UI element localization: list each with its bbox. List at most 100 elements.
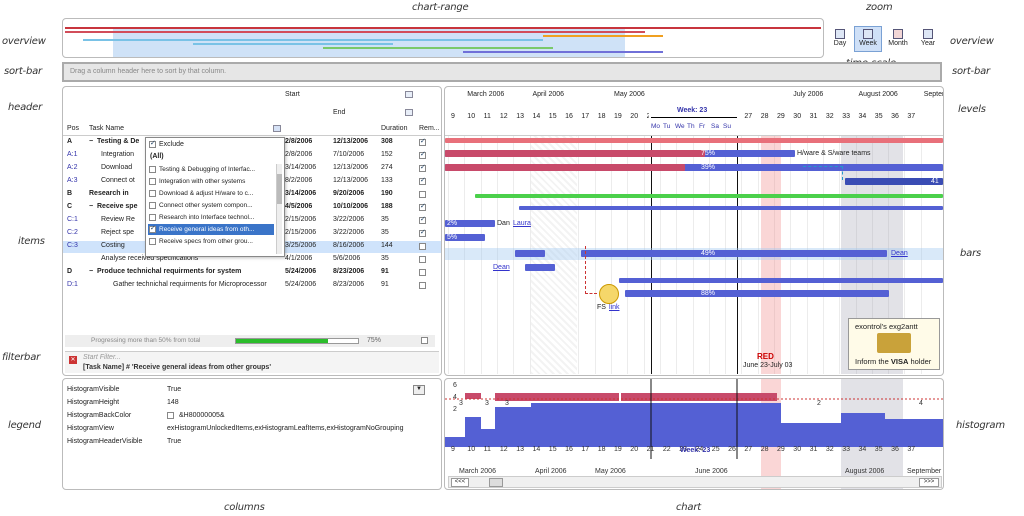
- filter-popup[interactable]: Exclude (All) Testing & Debugging of Int…: [145, 137, 285, 257]
- task-bar[interactable]: [445, 220, 495, 227]
- header-start-dropdown[interactable]: [405, 91, 413, 98]
- progress-bar[interactable]: [445, 164, 685, 171]
- table-row[interactable]: B Research in 3/14/2006 9/20/2006 190: [63, 189, 441, 201]
- header-task-name[interactable]: Task Name: [89, 125, 125, 132]
- table-row[interactable]: A:1 Integration 2/8/2006 7/10/2006 152: [63, 150, 441, 162]
- task-bar[interactable]: [445, 234, 485, 241]
- filter-list-item[interactable]: Testing & Debugging of Interfac...: [148, 164, 274, 175]
- row-rem-checkbox[interactable]: [419, 269, 426, 276]
- legend-row[interactable]: HistogramBackColor &H80000005&: [67, 411, 407, 423]
- table-row[interactable]: C − Receive spe 4/5/2006 10/10/2006 188: [63, 202, 441, 214]
- table-row[interactable]: C:1 Review Re 2/15/2006 3/22/2006 35: [63, 215, 441, 227]
- filter-item-checkbox[interactable]: [149, 238, 156, 245]
- table-row[interactable]: Analyse received specifications 4/1/2006 5…: [63, 254, 441, 266]
- week-label[interactable]: 16: [565, 113, 573, 120]
- summary-bar[interactable]: [519, 206, 943, 210]
- header-filter-button[interactable]: [273, 125, 281, 132]
- filter-item-checkbox[interactable]: [149, 178, 156, 185]
- inside-zoom-day[interactable]: Sa: [711, 123, 719, 130]
- week-label[interactable]: 19: [614, 113, 622, 120]
- week-label[interactable]: 10: [467, 113, 476, 120]
- filter-list-item[interactable]: Integration with other systems: [148, 176, 274, 187]
- week-label[interactable]: 17: [581, 113, 590, 120]
- row-rem-checkbox[interactable]: [419, 150, 426, 159]
- inside-zoom-day[interactable]: Th: [687, 123, 695, 130]
- zoom-month-button[interactable]: Month: [884, 26, 912, 52]
- legend-row[interactable]: HistogramHeaderVisible True: [67, 437, 407, 449]
- week-label[interactable]: 35: [874, 113, 883, 120]
- week-label[interactable]: 18: [597, 113, 606, 120]
- filter-exclude[interactable]: Exclude: [148, 139, 268, 150]
- week-label[interactable]: 31: [809, 113, 818, 120]
- collapse-icon[interactable]: −: [89, 138, 94, 145]
- table-row[interactable]: D:1 Gather technichal requirments for Mic…: [63, 280, 441, 292]
- legend-row[interactable]: HistogramVisible True: [67, 385, 407, 397]
- week-label[interactable]: 9: [451, 113, 455, 120]
- filter-list-item[interactable]: Research into Interface technol...: [148, 212, 274, 223]
- table-row[interactable]: A:3 Connect ot 8/2/2006 12/13/2006 133: [63, 176, 441, 188]
- zoom-day-button[interactable]: Day: [826, 26, 854, 52]
- inside-zoom-day[interactable]: We: [675, 123, 685, 130]
- task-bar[interactable]: [625, 290, 889, 297]
- filter-list-item[interactable]: Receive specs from other grou...: [148, 236, 274, 247]
- week-label[interactable]: 13: [516, 113, 524, 120]
- week-label[interactable]: 28: [760, 113, 769, 120]
- legend-dropdown[interactable]: ▼: [413, 385, 425, 395]
- row-rem-checkbox[interactable]: [419, 137, 426, 146]
- table-row[interactable]: D − Produce technichal requirments for sys…: [63, 267, 441, 279]
- header-rem[interactable]: Rem...: [419, 125, 440, 132]
- table-row[interactable]: C:2 Reject spe 2/15/2006 3/22/2006 35: [63, 228, 441, 240]
- filter-prompt-text[interactable]: Start Filter...: [83, 354, 121, 361]
- row-rem-checkbox[interactable]: [419, 282, 426, 289]
- row-rem-checkbox[interactable]: [419, 228, 426, 237]
- summary-bar[interactable]: [619, 278, 943, 283]
- zoom-year-button[interactable]: Year: [914, 26, 942, 52]
- row-rem-checkbox[interactable]: [419, 191, 426, 198]
- header-start[interactable]: Start: [285, 91, 300, 98]
- sort-bar[interactable]: Drag a column header here to sort by tha…: [62, 62, 942, 82]
- filter-scroll-thumb[interactable]: [277, 174, 282, 204]
- filterbar-close-icon[interactable]: ✕: [69, 356, 77, 364]
- task-bar[interactable]: [475, 194, 943, 198]
- task-bar[interactable]: [581, 250, 887, 257]
- week-label[interactable]: 15: [548, 113, 557, 120]
- filter-list-item[interactable]: Receive general ideas from oth...: [148, 224, 274, 235]
- week-label[interactable]: 32: [825, 113, 834, 120]
- header-end-dropdown[interactable]: [405, 109, 413, 116]
- summary-bar[interactable]: [445, 138, 943, 143]
- week-label[interactable]: 37: [907, 113, 916, 120]
- filter-list-item[interactable]: Connect other system compon...: [148, 200, 274, 211]
- filter-scrollbar[interactable]: [276, 164, 282, 254]
- inside-zoom-day[interactable]: Tu: [663, 123, 671, 130]
- filter-item-checkbox[interactable]: [149, 214, 156, 221]
- locked-checkbox[interactable]: [421, 337, 428, 344]
- filter-item-checkbox[interactable]: [149, 166, 156, 173]
- table-row[interactable]: A:2 Download 3/14/2006 12/13/2006 274: [63, 163, 441, 175]
- week-label[interactable]: 14: [532, 113, 541, 120]
- week-label[interactable]: 20: [630, 113, 639, 120]
- progress-bar[interactable]: [445, 150, 705, 157]
- filter-all[interactable]: (All): [150, 153, 164, 160]
- link-circle[interactable]: [599, 284, 619, 304]
- header-pos[interactable]: Pos: [67, 125, 80, 132]
- row-rem-checkbox[interactable]: [419, 202, 426, 211]
- chart-scrollbar[interactable]: <<< >>>: [448, 476, 942, 488]
- collapse-icon[interactable]: −: [89, 268, 94, 275]
- zoom-week-button[interactable]: Week: [854, 26, 882, 52]
- inside-zoom-day[interactable]: Su: [723, 123, 731, 130]
- week-label[interactable]: 11: [483, 113, 491, 120]
- week-label[interactable]: 34: [858, 113, 867, 120]
- legend-row[interactable]: HistogramView exHistogramUnlockedItems,ex…: [67, 424, 407, 436]
- week-label[interactable]: 36: [891, 113, 899, 120]
- week-label[interactable]: 33: [842, 113, 850, 120]
- task-bar[interactable]: [845, 178, 943, 185]
- row-rem-checkbox[interactable]: [419, 176, 426, 185]
- filter-list-item[interactable]: Download & adjust H/ware to c...: [148, 188, 274, 199]
- week-label[interactable]: 27: [744, 113, 753, 120]
- overview-strip[interactable]: [62, 18, 824, 58]
- task-bar[interactable]: [445, 164, 943, 171]
- filter-exclude-checkbox[interactable]: [149, 139, 156, 148]
- row-rem-checkbox[interactable]: [419, 256, 426, 263]
- inside-zoom-day[interactable]: Mo: [651, 123, 661, 130]
- legend-row[interactable]: HistogramHeight 148: [67, 398, 407, 410]
